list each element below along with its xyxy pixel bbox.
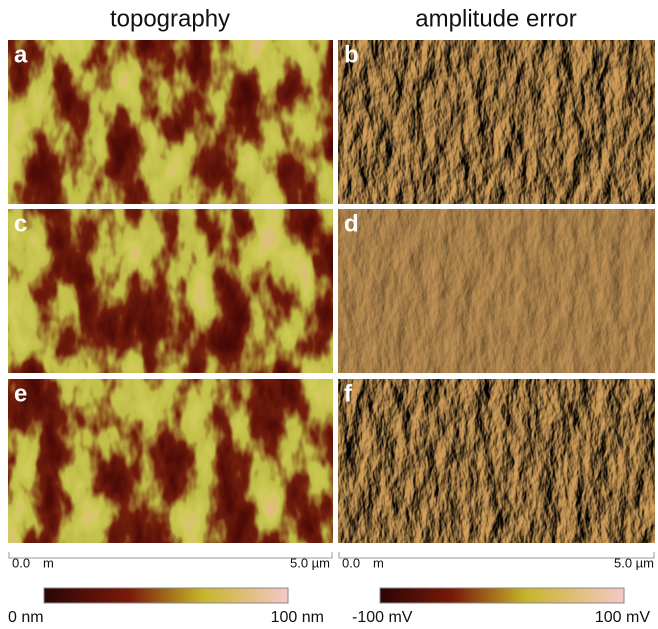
- colorbar-min: -100 mV: [352, 609, 413, 626]
- column-title: amplitude error: [415, 5, 576, 32]
- colorbar: [43, 587, 289, 604]
- panel-label: c: [14, 210, 27, 237]
- colorbar-min: 0 nm: [8, 609, 44, 626]
- afm-image: [338, 379, 655, 543]
- afm-image: [338, 40, 655, 204]
- scale-start: 0.0: [12, 555, 30, 570]
- panel-label: f: [344, 380, 353, 407]
- scale-unit: m: [373, 555, 384, 570]
- panel-label: a: [14, 41, 28, 68]
- column-title: topography: [110, 5, 230, 32]
- scale-unit: m: [43, 555, 54, 570]
- scale-start: 0.0: [342, 555, 360, 570]
- scale-end: 5.0 µm: [614, 555, 654, 570]
- scale-bar: [8, 552, 655, 559]
- panel-label: e: [14, 380, 27, 407]
- colorbar-max: 100 mV: [595, 609, 650, 626]
- colorbar-max: 100 nm: [271, 609, 324, 626]
- panel-label: d: [344, 210, 359, 237]
- afm-image: [8, 209, 333, 373]
- afm-image: [8, 40, 333, 204]
- panel-label: b: [344, 41, 359, 68]
- afm-image: [338, 209, 655, 373]
- afm-image: [8, 379, 333, 543]
- scale-end: 5.0 µm: [290, 555, 330, 570]
- colorbar: [379, 587, 625, 604]
